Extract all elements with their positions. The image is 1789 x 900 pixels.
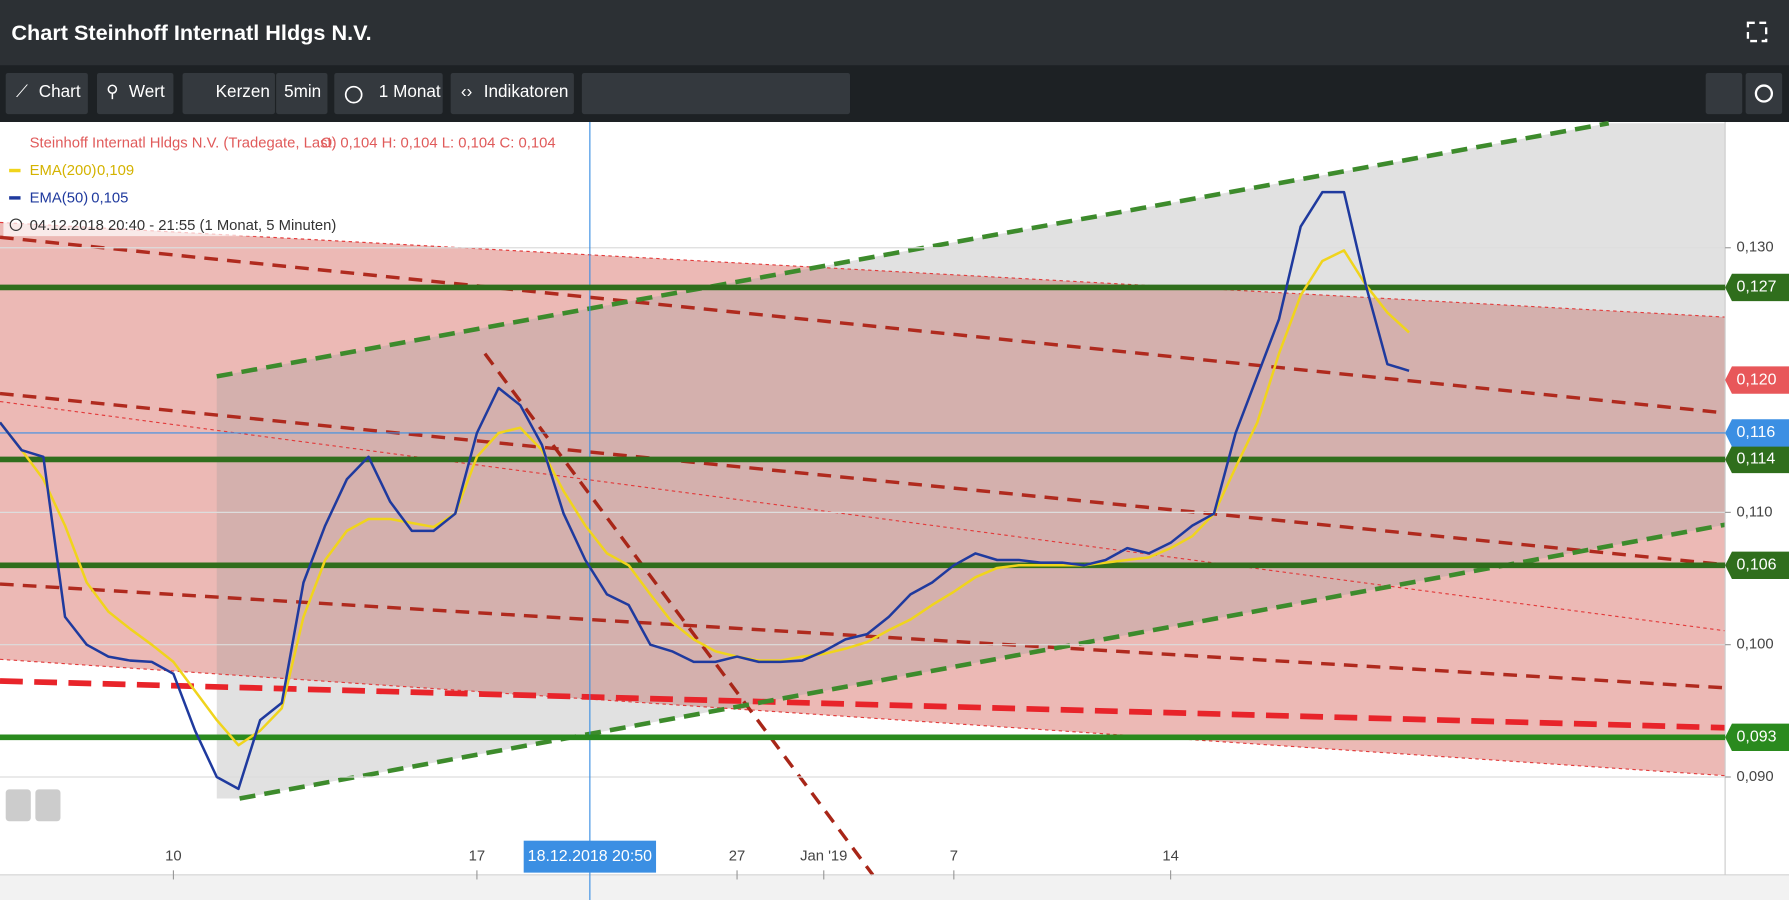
price-marker-label: 0,106 [1737, 557, 1777, 574]
trend-line [0, 391, 1726, 567]
price-marker [1725, 366, 1789, 394]
channel-mid-line [0, 400, 1726, 632]
volume-panel [0, 876, 1789, 900]
price-marker-label: 0,127 [1737, 279, 1777, 296]
y-tick-label: 0,110 [1737, 504, 1773, 520]
legend-ema200-value: 0,109 [97, 163, 134, 179]
panel-button[interactable] [35, 789, 61, 822]
indicators-icon: ‹› [461, 82, 472, 101]
fullscreen-button[interactable] [1746, 21, 1768, 43]
range-button-label: 1 Monat [379, 82, 441, 101]
legend-ema50-value: 0,105 [91, 190, 128, 206]
price-marker [1725, 551, 1789, 579]
range-button[interactable] [334, 73, 443, 115]
interval-button[interactable] [276, 73, 328, 115]
legend-ema200: EMA(200) [30, 163, 97, 179]
y-tick-label: 0,130 [1737, 240, 1774, 256]
period-box [3, 213, 329, 237]
price-marker-label: 0,120 [1737, 371, 1777, 388]
price-marker [1725, 445, 1789, 474]
regression-channel [0, 222, 1726, 776]
settings-a-button[interactable] [1705, 73, 1743, 115]
support-line [239, 522, 1726, 801]
clock-icon [9, 218, 23, 231]
legend-instrument: Steinhoff Internatl Hldgs N.V. (Tradegat… [30, 136, 337, 152]
search-icon: ⚲ [106, 82, 119, 101]
x-tick-label: 10 [165, 849, 182, 865]
price-axis [1725, 122, 1789, 875]
x-tick-label: 14 [1162, 849, 1179, 865]
header-bar [0, 0, 1789, 66]
page-title: Chart Steinhoff Internatl Hldgs N.V. [11, 20, 371, 45]
toolbar-buttons: ⟋ Chart ⚲ Wert Kerzen 5min 1 Monat ‹› In… [5, 73, 1783, 115]
value-button[interactable] [96, 73, 174, 115]
price-marker [1725, 273, 1789, 302]
interval-button-label: 5min [284, 82, 321, 101]
y-tick-label: 0,090 [1737, 769, 1774, 785]
settings-b-button[interactable] [1745, 73, 1783, 115]
crosshair-date-box [523, 840, 657, 873]
price-marker-label: 0,093 [1737, 729, 1777, 746]
price-marker-label: 0,116 [1737, 424, 1776, 441]
legend: Steinhoff Internatl Hldgs N.V. (Tradegat… [3, 136, 556, 237]
candles-button[interactable] [182, 73, 275, 115]
channel-edge [0, 658, 1726, 777]
candles-button-label: Kerzen [216, 82, 270, 101]
indicators-button-label: Indikatoren [484, 82, 569, 101]
trend-line [0, 235, 1726, 415]
legend-period: 04.12.2018 20:40 - 21:55 (1 Monat, 5 Min… [30, 218, 337, 234]
chart-button-label: Chart [39, 82, 81, 101]
x-tick-label: Jan '19 [800, 849, 847, 865]
legend-swatch [9, 196, 21, 200]
gear-icon [1754, 84, 1774, 103]
trend-line [0, 582, 1726, 690]
x-tick-label: 27 [729, 849, 746, 865]
crosshair-date-label: 18.12.2018 20:50 [528, 848, 652, 865]
channel-edge [0, 221, 1726, 318]
x-tick-label: 17 [469, 849, 486, 865]
clock-icon [344, 85, 363, 104]
y-tick-label: 0,100 [1737, 637, 1774, 653]
scroll-down-button[interactable] [5, 789, 31, 822]
x-tick-label: 7 [950, 849, 958, 865]
drawing-tools[interactable] [581, 73, 851, 115]
indicator-line [0, 249, 1410, 747]
indicators-button[interactable] [450, 73, 574, 115]
value-button-label: Wert [129, 82, 165, 101]
price-marker [1725, 723, 1789, 751]
support-line [216, 120, 1610, 379]
legend-swatch [9, 168, 21, 173]
legend-ohlc: O: 0,104 H: 0,104 L: 0,104 C: 0,104 [321, 136, 556, 152]
trend-line [483, 352, 875, 876]
legend-ema50: EMA(50) [30, 190, 89, 206]
chart-button[interactable] [5, 73, 88, 115]
chart-icon: ⟋ [16, 82, 28, 101]
price-marker-label: 0,114 [1737, 451, 1776, 468]
indicator-line [0, 190, 1410, 791]
price-marker [1725, 419, 1789, 447]
